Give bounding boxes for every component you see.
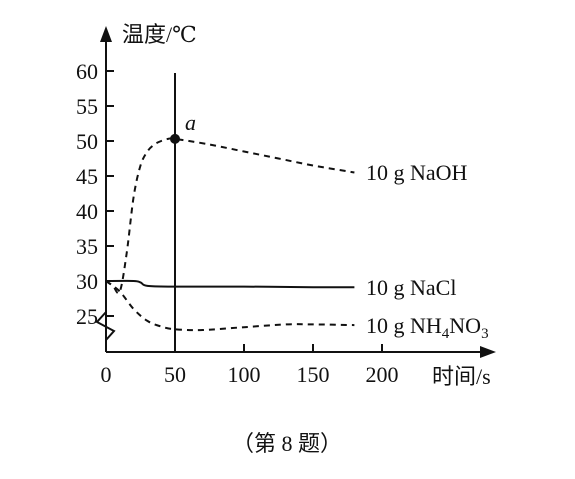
x-tick-label: 50	[164, 362, 186, 387]
y-tick-label: 35	[76, 234, 98, 259]
series-nh4no3-label: 10 g NH4NO3	[366, 313, 489, 342]
y-tick-label: 50	[76, 129, 98, 154]
y-tick-label: 60	[76, 59, 98, 84]
tick-layer: 25 30 35 40 45 50 55 60 0 50 100 150 200	[76, 59, 399, 387]
y-tick-label: 25	[76, 304, 98, 329]
point-a-label: a	[185, 110, 196, 135]
x-axis-arrow	[480, 346, 496, 358]
figure-caption: （第 8 题）	[232, 431, 342, 456]
x-tick-label: 200	[366, 362, 399, 387]
x-tick-label: 100	[228, 362, 261, 387]
series-nacl-line	[105, 279, 355, 289]
y-tick-label: 45	[76, 164, 98, 189]
series-nh4no3-label-part2: NO	[449, 313, 481, 338]
series-nh4no3-label-sub2: 3	[481, 326, 489, 342]
x-tick-label: 0	[101, 362, 112, 387]
y-tick-label: 55	[76, 94, 98, 119]
point-a-marker	[170, 133, 180, 144]
y-axis-arrow	[100, 26, 112, 42]
y-axis-break	[95, 311, 116, 341]
series-nh4no3-line	[105, 280, 355, 332]
series-nh4no3-label-sub1: 4	[442, 326, 450, 342]
axes	[95, 26, 496, 358]
series-nh4no3-label-part1: 10 g NH	[366, 313, 442, 338]
y-tick-label: 30	[76, 269, 98, 294]
y-axis-label: 温度/℃	[122, 22, 197, 47]
series-naoh-label: 10 g NaOH	[366, 160, 468, 185]
y-tick-label: 40	[76, 199, 98, 224]
x-axis-label: 时间/s	[432, 364, 491, 389]
series-naoh-line	[105, 137, 355, 295]
x-tick-label: 150	[297, 362, 330, 387]
series-nacl-label: 10 g NaCl	[366, 275, 456, 300]
